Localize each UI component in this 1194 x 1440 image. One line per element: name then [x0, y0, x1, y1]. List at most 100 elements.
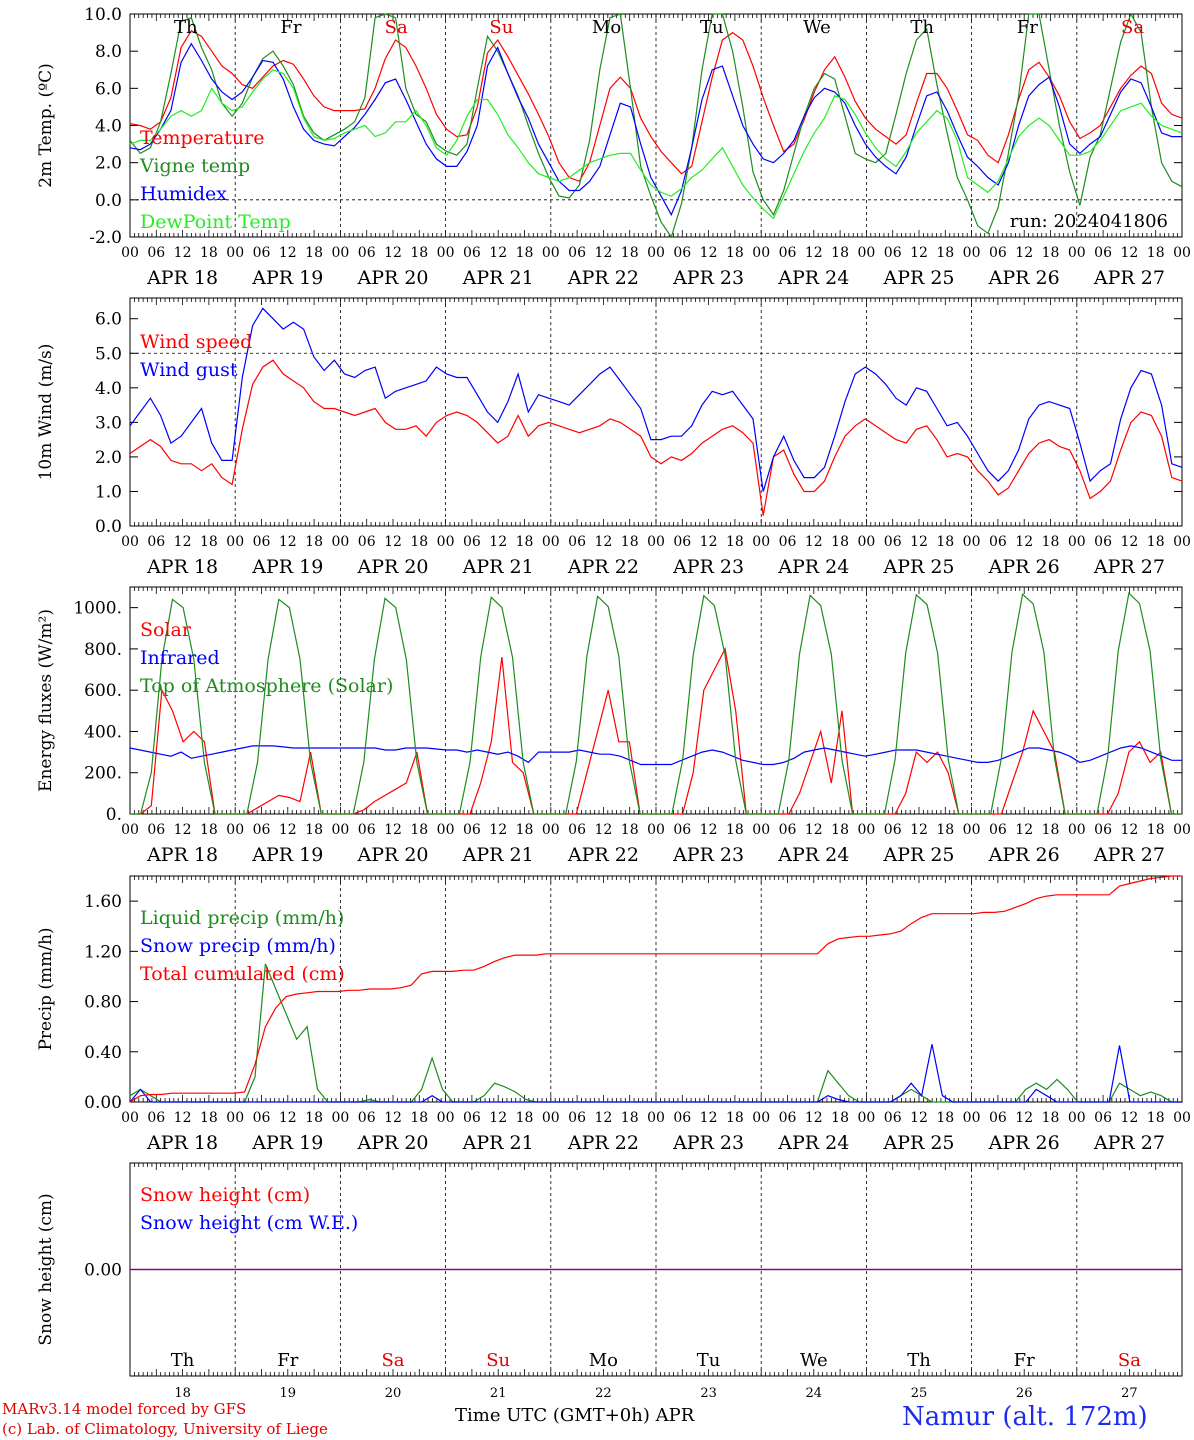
hour-tick-label: 12	[805, 1110, 823, 1126]
date-label: APR 22	[567, 556, 639, 578]
weekday-label: Mo	[592, 17, 621, 38]
date-label: APR 20	[356, 1132, 428, 1154]
series-line-temp-2	[129, 42, 1182, 217]
hour-tick-label: 00	[857, 1110, 875, 1126]
hour-tick-label: 12	[594, 534, 612, 550]
hour-tick-label: 00	[121, 822, 139, 838]
hour-tick-label: 06	[779, 245, 797, 261]
x-axis-title: Time UTC (GMT+0h) APR	[455, 1405, 695, 1426]
hour-tick-label: 18	[305, 534, 323, 550]
hour-tick-label: 18	[831, 534, 849, 550]
hour-tick-label: 12	[594, 1110, 612, 1126]
y-tick-label: 1.20	[84, 942, 122, 962]
series-line-wind-1	[129, 307, 1183, 492]
hour-tick-label: 06	[568, 1110, 586, 1126]
hour-tick-label: 00	[542, 534, 560, 550]
panel-temp: -2.0 0.0 2.0 4.0 6.0 8.0 10.0 2m Temp. (ºC) Temp…	[36, 5, 1191, 289]
hour-tick-label: 00	[647, 1110, 665, 1126]
hour-tick-label: 18	[831, 245, 849, 261]
hour-tick-label: 06	[147, 534, 165, 550]
hour-tick-label: 18	[1147, 822, 1165, 838]
date-label: APR 24	[777, 556, 849, 578]
hour-tick-label: 00	[1173, 1110, 1191, 1126]
date-label: APR 25	[882, 1132, 954, 1154]
hour-tick-label: 18	[516, 822, 534, 838]
y-tick-label: 0.80	[84, 993, 122, 1013]
y-tick-label: 4.0	[95, 117, 122, 137]
y-tick-label: 4.0	[95, 379, 122, 399]
hour-tick-label: 18	[1042, 534, 1060, 550]
hour-tick-label: 06	[568, 822, 586, 838]
date-label: APR 18	[146, 844, 218, 866]
credit-model: MARv3.14 model forced by GFS	[2, 1400, 247, 1418]
hour-tick-label: 18	[831, 1110, 849, 1126]
hour-tick-label: 12	[279, 1110, 297, 1126]
legend-entry: Wind gust	[140, 359, 238, 381]
series-line-temp-0	[129, 29, 1183, 183]
hour-tick-label: 18	[410, 534, 428, 550]
date-label: APR 25	[882, 844, 954, 866]
hour-tick-label: 12	[489, 1110, 507, 1126]
date-label: APR 19	[251, 1132, 323, 1154]
day-number-label: 27	[1121, 1386, 1138, 1400]
hour-tick-label: 18	[305, 1110, 323, 1126]
hour-tick-label: 12	[805, 534, 823, 550]
date-label: APR 21	[462, 267, 534, 289]
hour-tick-label: 18	[621, 822, 639, 838]
run-annotation: run: 2024041806	[1010, 211, 1168, 232]
date-label: APR 20	[356, 844, 428, 866]
hour-tick-label: 12	[384, 245, 402, 261]
hour-tick-label: 06	[884, 245, 902, 261]
legend-entry: DewPoint Temp	[140, 211, 291, 233]
hour-tick-label: 00	[963, 245, 981, 261]
hour-tick-label: 18	[516, 1110, 534, 1126]
hour-tick-label: 06	[673, 1110, 691, 1126]
y-tick-label: 400.	[84, 722, 122, 742]
hour-tick-label: 00	[857, 534, 875, 550]
date-label: APR 21	[462, 844, 534, 866]
hour-tick-label: 12	[384, 1110, 402, 1126]
hour-tick-label: 12	[489, 245, 507, 261]
weekday-label: Sa	[1118, 1350, 1141, 1371]
hour-tick-label: 00	[963, 534, 981, 550]
date-label: APR 26	[988, 844, 1060, 866]
hour-tick-label: 06	[358, 245, 376, 261]
y-tick-label: 200.	[84, 764, 122, 784]
hour-tick-label: 06	[989, 245, 1007, 261]
y-tick-label: -2.0	[89, 228, 122, 248]
hour-tick-label: 00	[647, 822, 665, 838]
hour-tick-label: 00	[437, 245, 455, 261]
hour-tick-label: 06	[358, 534, 376, 550]
hour-tick-label: 00	[226, 822, 244, 838]
hour-tick-label: 12	[1120, 245, 1138, 261]
hour-tick-label: 12	[700, 534, 718, 550]
hour-tick-label: 18	[1147, 245, 1165, 261]
y-tick-label: 0.00	[84, 1261, 122, 1281]
date-label: APR 26	[988, 1132, 1060, 1154]
panel-wind: 0.0 1.0 2.0 3.0 4.0 5.0 6.0 10m Wind (m/s) Wind …	[36, 297, 1191, 578]
date-label: APR 24	[777, 267, 849, 289]
hour-tick-label: 06	[884, 1110, 902, 1126]
date-label: APR 18	[146, 1132, 218, 1154]
series-line-energy-1	[129, 745, 1182, 766]
day-number-label: 25	[911, 1386, 928, 1400]
hour-tick-label: 18	[621, 1110, 639, 1126]
hour-tick-label: 12	[700, 1110, 718, 1126]
series-line-wind-0	[129, 359, 1183, 516]
legend-entry: Snow precip (mm/h)	[140, 935, 336, 957]
weekday-label: Tu	[700, 17, 724, 38]
y-axis-title: 10m Wind (m/s)	[36, 344, 56, 481]
hour-tick-label: 18	[936, 822, 954, 838]
hour-tick-label: 12	[1015, 1110, 1033, 1126]
hour-tick-label: 18	[1147, 1110, 1165, 1126]
y-tick-label: 1.0	[95, 482, 122, 502]
hour-tick-label: 06	[884, 822, 902, 838]
weekday-label: We	[803, 17, 831, 38]
series-line-precip-2	[129, 875, 1182, 1103]
weekday-label: Sa	[1121, 17, 1144, 38]
date-label: APR 27	[1093, 556, 1165, 578]
legend-entry: Infrared	[140, 647, 220, 669]
hour-tick-label: 12	[1120, 1110, 1138, 1126]
date-label: APR 21	[462, 556, 534, 578]
weekday-label: Tu	[697, 1350, 721, 1371]
